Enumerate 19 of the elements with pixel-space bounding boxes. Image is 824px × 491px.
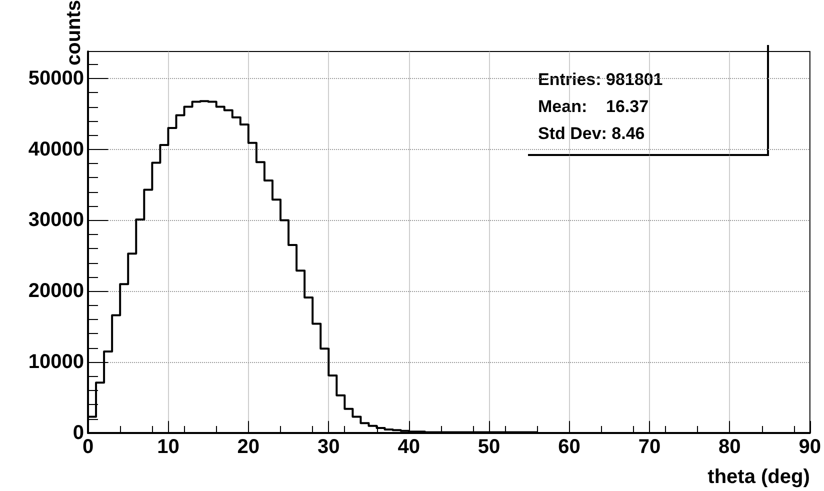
annotation: Std Dev: 8.46 <box>538 124 645 143</box>
y-tick-label: 0 <box>72 422 84 444</box>
y-tick-label: 30000 <box>28 209 84 232</box>
y-axis-title: counts <box>63 0 85 66</box>
y-tick-label: 40000 <box>28 138 84 160</box>
x-tick-label: 10 <box>157 436 180 458</box>
x-tick-label: 50 <box>478 436 500 458</box>
x-tick-label: 20 <box>237 436 260 458</box>
y-tick-label: 20000 <box>28 280 84 302</box>
x-tick-label: 60 <box>558 436 580 458</box>
x-tick-label: 30 <box>318 436 340 458</box>
annotation: Mean: 16.37 <box>538 97 649 116</box>
x-tick-label: 80 <box>718 436 741 458</box>
x-axis-title: theta (deg) <box>708 466 810 488</box>
x-tick-label: 40 <box>398 436 420 458</box>
x-tick-label: 90 <box>798 436 821 458</box>
y-tick-label: 50000 <box>28 67 84 90</box>
y-tick-label: 10000 <box>28 351 84 374</box>
x-tick-label: 70 <box>638 436 661 458</box>
